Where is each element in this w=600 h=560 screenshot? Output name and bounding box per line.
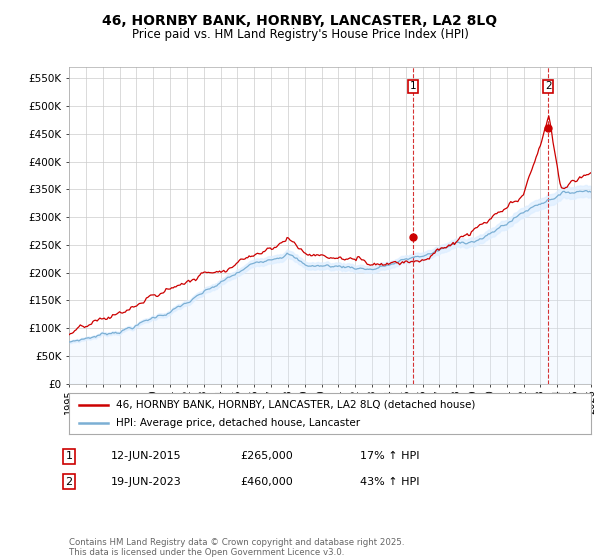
Text: HPI: Average price, detached house, Lancaster: HPI: Average price, detached house, Lanc… (116, 418, 360, 427)
Text: 1: 1 (410, 81, 416, 91)
Text: 2: 2 (65, 477, 73, 487)
Text: 17% ↑ HPI: 17% ↑ HPI (360, 451, 419, 461)
Text: 46, HORNBY BANK, HORNBY, LANCASTER, LA2 8LQ: 46, HORNBY BANK, HORNBY, LANCASTER, LA2 … (103, 14, 497, 28)
Text: £265,000: £265,000 (240, 451, 293, 461)
Text: 12-JUN-2015: 12-JUN-2015 (111, 451, 182, 461)
Text: £460,000: £460,000 (240, 477, 293, 487)
Text: 19-JUN-2023: 19-JUN-2023 (111, 477, 182, 487)
Text: 1: 1 (65, 451, 73, 461)
Text: Contains HM Land Registry data © Crown copyright and database right 2025.
This d: Contains HM Land Registry data © Crown c… (69, 538, 404, 557)
Text: 2: 2 (545, 81, 551, 91)
Text: 43% ↑ HPI: 43% ↑ HPI (360, 477, 419, 487)
Text: Price paid vs. HM Land Registry's House Price Index (HPI): Price paid vs. HM Land Registry's House … (131, 28, 469, 41)
Text: 46, HORNBY BANK, HORNBY, LANCASTER, LA2 8LQ (detached house): 46, HORNBY BANK, HORNBY, LANCASTER, LA2 … (116, 400, 475, 409)
